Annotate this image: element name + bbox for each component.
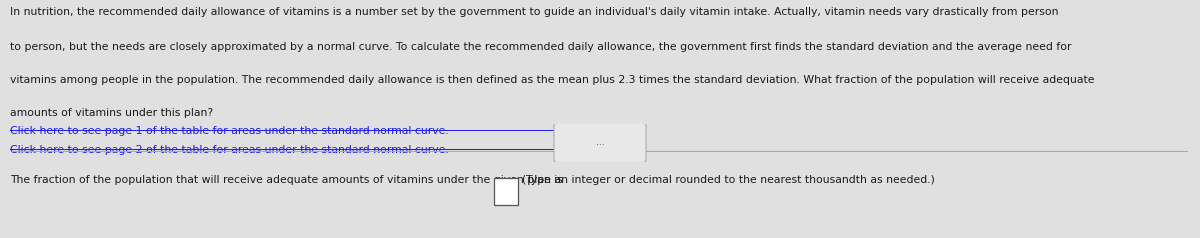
Text: amounts of vitamins under this plan?: amounts of vitamins under this plan? [10, 108, 212, 118]
Text: In nutrition, the recommended daily allowance of vitamins is a number set by the: In nutrition, the recommended daily allo… [10, 8, 1058, 18]
Text: (Type an integer or decimal rounded to the nearest thousandth as needed.): (Type an integer or decimal rounded to t… [522, 175, 935, 185]
Text: Click here to see page 1 of the table for areas under the standard normal curve.: Click here to see page 1 of the table fo… [10, 126, 449, 136]
Text: to person, but the needs are closely approximated by a normal curve. To calculat: to person, but the needs are closely app… [10, 42, 1072, 52]
Text: The fraction of the population that will receive adequate amounts of vitamins un: The fraction of the population that will… [10, 175, 563, 185]
FancyBboxPatch shape [554, 123, 646, 163]
Text: vitamins among people in the population. The recommended daily allowance is then: vitamins among people in the population.… [10, 75, 1094, 85]
Text: Click here to see page 2 of the table for areas under the standard normal curve.: Click here to see page 2 of the table fo… [10, 145, 449, 155]
Text: ...: ... [595, 138, 605, 147]
FancyBboxPatch shape [494, 178, 518, 204]
